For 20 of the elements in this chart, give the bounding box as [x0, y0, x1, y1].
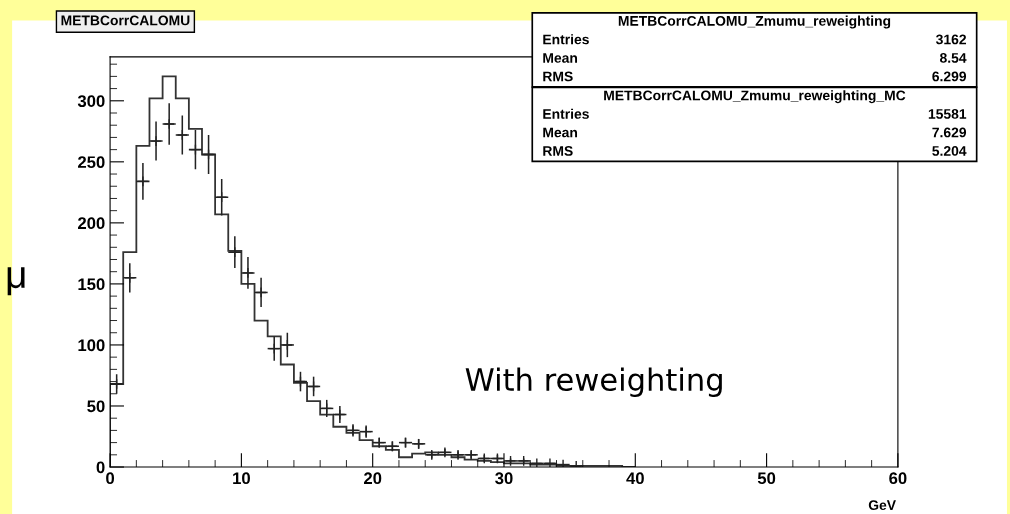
text: METBCorrCALOMU_Zmumu_reweighting Entries 3162 Mean 8.54 RMS 6.299 [543, 15, 967, 82]
x-tick-label: 50 [757, 472, 776, 485]
x-tick-label: 20 [364, 472, 382, 485]
text: μ [7, 267, 25, 296]
x-tick-label: 10 [233, 472, 250, 485]
x-tick-label: 60 [889, 472, 907, 485]
y-tick-label: 0 [96, 461, 105, 474]
y-tick-label: 50 [87, 400, 105, 413]
x-tick-label: 30 [495, 472, 513, 485]
x-axis-title: GeV [868, 500, 896, 511]
y-tick-label: 150 [78, 278, 105, 291]
y-tick-label: 200 [78, 217, 105, 230]
text: METBCorrCALOMU_Zmumu_reweighting_MC Entries 15581 Mean 7.629 RMS 5.204 [543, 90, 967, 156]
y-tick-label: 300 [77, 95, 105, 108]
y-tick-label: 100 [78, 339, 105, 352]
x-tick-label: 0 [106, 472, 115, 485]
chart-title: METBCorrCALOMU [61, 15, 190, 26]
y-tick-label: 250 [78, 156, 105, 169]
annotation: With reweighting [465, 367, 722, 397]
x-tick-label: 40 [626, 472, 644, 485]
